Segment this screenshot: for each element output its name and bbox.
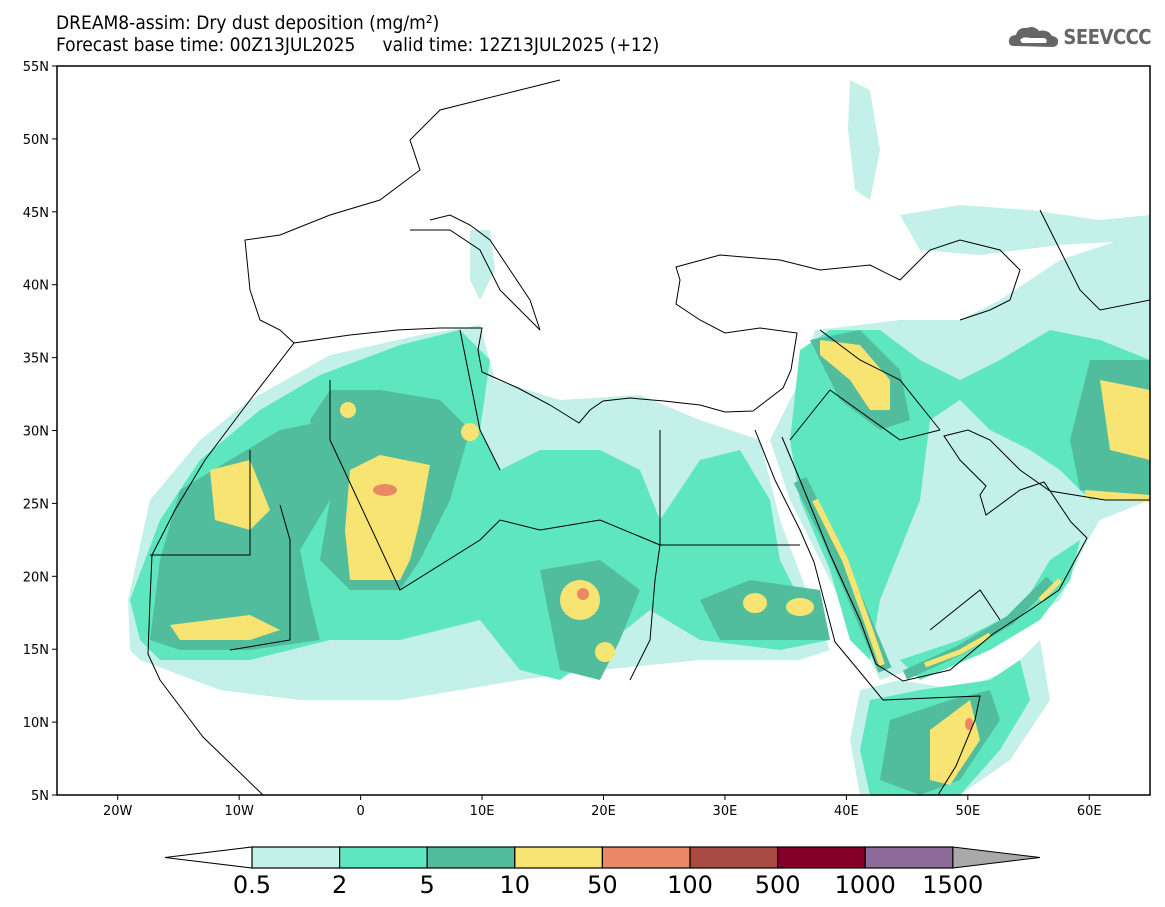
lon-label: 30E: [713, 804, 738, 819]
colorbar-label: 1000: [835, 871, 896, 899]
longitude-labels: 20W 10W 0 10E 20E 30E 40E 50E 60E: [103, 795, 1102, 819]
seevccc-logo: SEEVCCC: [1008, 24, 1151, 50]
latitude-labels: 55N 50N 45N 40N 35N 30N 25N 20N 15N 10N 5N: [23, 60, 57, 804]
colorbar-label: 50: [587, 871, 618, 899]
colorbar-swatch: [426, 846, 516, 869]
map-subtitle: Forecast base time: 00Z13JUL2025 valid t…: [56, 34, 660, 56]
colorbar-label: 1500: [922, 871, 983, 899]
colorbar-label: 100: [667, 871, 713, 899]
colorbar-label: 0.5: [233, 871, 271, 899]
lat-label: 30N: [23, 425, 49, 440]
lat-label: 45N: [23, 206, 49, 221]
colorbar-label: 2: [332, 871, 347, 899]
colorbar-swatch: [689, 846, 779, 869]
colorbar-label: 5: [420, 871, 435, 899]
lon-label: 10W: [224, 804, 254, 819]
cloud-icon: [1009, 27, 1059, 47]
map-title: DREAM8-assim: Dry dust deposition (mg/m²…: [56, 12, 440, 34]
colorbar-swatch: [601, 846, 691, 869]
lat-label: 5N: [31, 789, 49, 804]
lon-label: 10E: [470, 804, 495, 819]
colorbar-swatch: [251, 846, 341, 869]
colorbar-swatch: [514, 846, 603, 869]
lat-label: 55N: [23, 60, 49, 75]
lat-label: 10N: [23, 716, 49, 731]
lat-label: 25N: [23, 497, 49, 512]
colorbar-swatch: [864, 846, 954, 869]
dust-fields: [128, 80, 1150, 795]
dust-level-10-50: [170, 340, 1150, 785]
colorbar-label: 500: [755, 871, 801, 899]
lon-label: 0: [356, 804, 364, 819]
colorbar-under-arrow: [164, 846, 253, 869]
lon-label: 20E: [591, 804, 616, 819]
dust-level-50-100: [373, 484, 973, 730]
colorbar-swatch: [776, 846, 866, 869]
lat-label: 50N: [23, 133, 49, 148]
lon-label: 20W: [103, 804, 133, 819]
coastlines: [147, 79, 1150, 795]
colorbar-over-arrow: [952, 846, 1041, 869]
lon-label: 60E: [1077, 804, 1102, 819]
colorbar-swatch: [339, 846, 428, 869]
lat-label: 20N: [23, 570, 49, 585]
lat-label: 40N: [23, 279, 49, 294]
lat-label: 15N: [23, 643, 49, 658]
lon-label: 40E: [834, 804, 859, 819]
lon-label: 50E: [955, 804, 980, 819]
logo-text: SEEVCCC: [1063, 25, 1151, 49]
lat-label: 35N: [23, 352, 49, 367]
colorbar-label: 10: [500, 871, 531, 899]
colorbar-legend: 0.5 2 5 10 50 100 500 1000 1500: [164, 846, 1041, 899]
